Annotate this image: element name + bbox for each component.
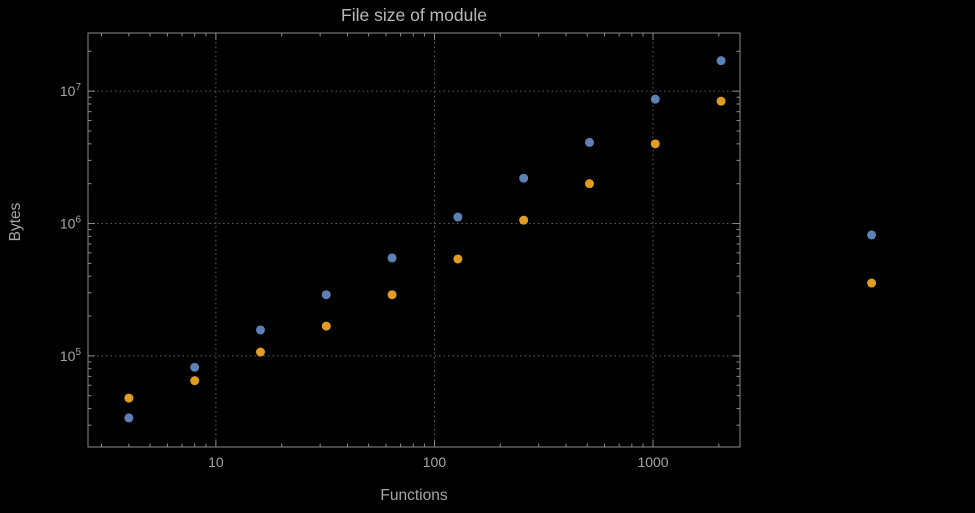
data-point-orange xyxy=(124,393,134,403)
data-point-blue xyxy=(650,94,660,104)
data-point-orange xyxy=(716,96,726,106)
data-point-blue xyxy=(190,362,200,372)
x-tick-label: 100 xyxy=(423,454,447,470)
data-point-orange xyxy=(867,278,877,288)
data-point-blue xyxy=(453,212,463,222)
data-point-blue xyxy=(321,290,331,300)
x-axis-label: Functions xyxy=(380,487,448,504)
y-tick-label: 105 xyxy=(60,347,82,364)
data-point-orange xyxy=(650,139,660,149)
data-point-blue xyxy=(716,56,726,66)
data-point-orange xyxy=(387,290,397,300)
data-point-orange xyxy=(321,321,331,331)
data-point-blue xyxy=(584,137,594,147)
plot-frame xyxy=(87,32,741,448)
chart-title: File size of module xyxy=(341,5,487,25)
y-axis-label: Bytes xyxy=(7,202,24,242)
data-point-orange xyxy=(453,254,463,264)
y-tick-label: 107 xyxy=(60,82,82,99)
data-point-blue xyxy=(519,173,529,183)
data-point-orange xyxy=(519,215,529,225)
data-point-blue xyxy=(255,325,265,335)
data-point-blue xyxy=(867,230,877,240)
data-point-orange xyxy=(190,376,200,386)
data-point-blue xyxy=(124,413,134,423)
data-point-orange xyxy=(584,179,594,189)
x-tick-label: 1000 xyxy=(637,454,668,470)
data-point-blue xyxy=(387,253,397,263)
data-point-orange xyxy=(255,347,265,357)
x-tick-label: 10 xyxy=(208,454,224,470)
y-tick-label: 106 xyxy=(60,215,82,232)
